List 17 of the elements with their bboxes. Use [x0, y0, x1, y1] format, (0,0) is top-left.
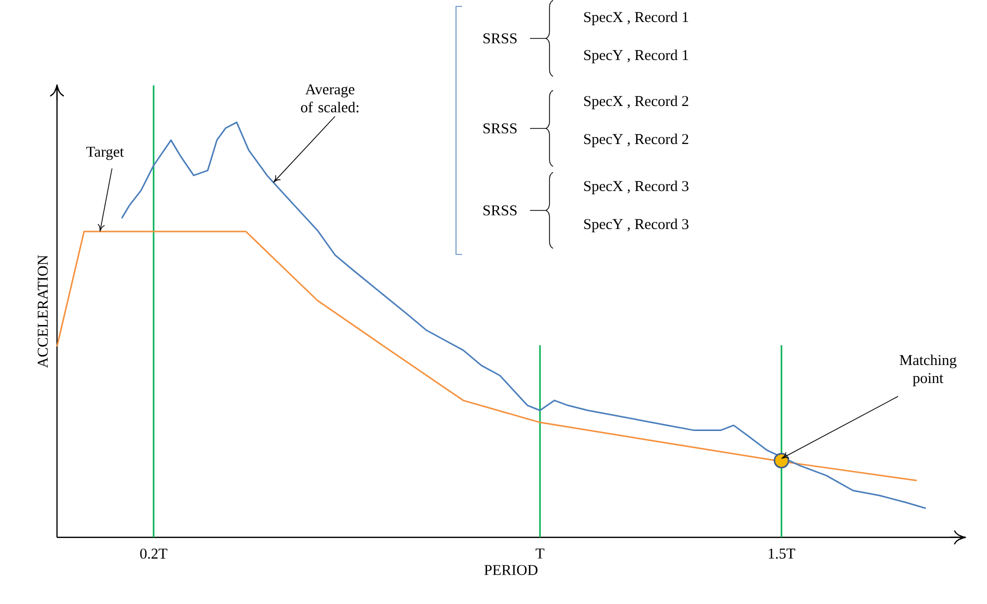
- annotation: SRSS: [483, 205, 517, 216]
- text: SpecX , Record 1: [584, 11, 688, 26]
- text: SpecY , Record 1: [584, 49, 688, 64]
- text: SpecX , Record 2: [584, 95, 688, 110]
- x-tick-label: 0.2T: [140, 548, 168, 559]
- text: SRSS: [483, 33, 517, 44]
- x-tick-label: T: [536, 548, 544, 558]
- annotation: SpecY , Record 2: [584, 133, 688, 148]
- annotation: Matching point: [900, 354, 956, 386]
- x-axis-title: PERIOD: [484, 564, 538, 575]
- annotation: Average of scaled:: [301, 84, 358, 112]
- annotation: SpecX , Record 3: [584, 180, 688, 194]
- annotation: SpecY , Record 3: [584, 218, 688, 232]
- y-axis-title: ACCELERATION: [38, 254, 48, 368]
- annotation: SRSS: [483, 123, 517, 134]
- annotation: Target: [86, 146, 124, 160]
- x-tick-label: 1.5T: [768, 548, 796, 559]
